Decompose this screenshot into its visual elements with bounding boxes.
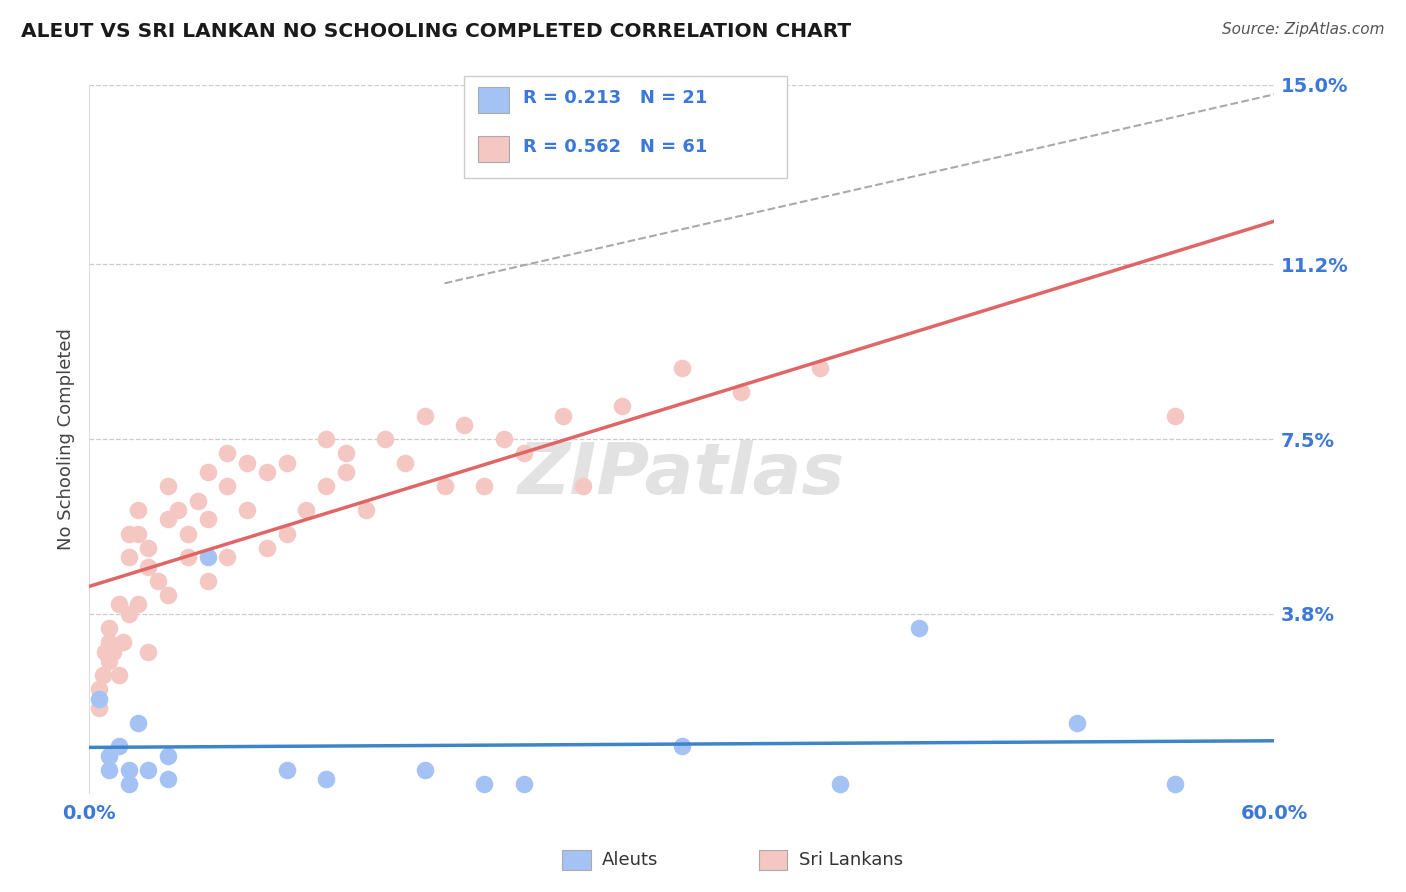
Point (1164, 409, 1187, 423)
Point (117, 607, 139, 621)
Point (87, 692, 110, 706)
Point (87, 682, 110, 697)
Point (167, 503, 190, 517)
Point (433, 479, 456, 493)
Point (256, 541, 278, 555)
Text: Sri Lankans: Sri Lankans (799, 851, 903, 869)
Point (127, 503, 149, 517)
Point (453, 417, 475, 432)
Point (117, 777, 139, 791)
Point (612, 399, 634, 413)
Point (315, 432, 337, 446)
Point (177, 526, 200, 541)
Point (315, 479, 337, 493)
Y-axis label: No Schooling Completed: No Schooling Completed (58, 328, 75, 550)
Point (97, 621, 120, 635)
Point (276, 763, 298, 777)
Text: R = 0.562   N = 61: R = 0.562 N = 61 (523, 138, 707, 156)
Point (157, 772, 180, 787)
Point (808, 361, 831, 376)
Point (97, 654, 120, 668)
Point (315, 772, 337, 787)
Point (157, 588, 180, 602)
Point (97, 635, 120, 649)
Point (217, 550, 239, 565)
Point (492, 432, 515, 446)
Point (1164, 777, 1187, 791)
Point (236, 503, 259, 517)
Point (236, 456, 259, 470)
Point (157, 748, 180, 763)
Point (107, 668, 129, 682)
Point (117, 550, 139, 565)
Point (136, 645, 159, 659)
Point (177, 550, 200, 565)
Point (1066, 715, 1088, 730)
Point (97, 763, 120, 777)
Point (335, 465, 357, 479)
Point (828, 777, 851, 791)
Point (127, 526, 149, 541)
Point (117, 763, 139, 777)
Point (512, 446, 534, 460)
Point (197, 574, 219, 588)
Point (136, 763, 159, 777)
Point (157, 512, 180, 526)
Point (197, 550, 219, 565)
Point (512, 777, 534, 791)
Point (671, 361, 693, 376)
Text: ZIPatlas: ZIPatlas (517, 440, 845, 509)
Point (107, 598, 129, 612)
Point (97, 748, 120, 763)
Point (217, 446, 239, 460)
Point (671, 739, 693, 753)
Point (907, 621, 929, 635)
Point (374, 432, 396, 446)
Point (335, 446, 357, 460)
Point (117, 526, 139, 541)
Point (107, 739, 129, 753)
Point (111, 635, 134, 649)
Point (276, 456, 298, 470)
Point (91, 668, 114, 682)
Point (127, 598, 149, 612)
Point (256, 465, 278, 479)
Point (136, 541, 159, 555)
Point (472, 479, 495, 493)
Point (87, 701, 110, 715)
Point (136, 559, 159, 574)
Point (197, 465, 219, 479)
Point (187, 493, 209, 508)
Point (413, 763, 436, 777)
Point (472, 777, 495, 791)
Point (276, 526, 298, 541)
Point (148, 574, 170, 588)
Point (94, 645, 117, 659)
Point (197, 512, 219, 526)
Text: ALEUT VS SRI LANKAN NO SCHOOLING COMPLETED CORRELATION CHART: ALEUT VS SRI LANKAN NO SCHOOLING COMPLET… (21, 22, 851, 41)
Point (295, 503, 318, 517)
Point (157, 479, 180, 493)
Point (572, 479, 595, 493)
Point (730, 384, 752, 399)
Point (354, 503, 377, 517)
Text: R = 0.213   N = 21: R = 0.213 N = 21 (523, 89, 707, 107)
Point (217, 479, 239, 493)
Point (551, 409, 574, 423)
Point (413, 409, 436, 423)
Point (101, 645, 124, 659)
Text: Aleuts: Aleuts (602, 851, 658, 869)
Text: Source: ZipAtlas.com: Source: ZipAtlas.com (1222, 22, 1385, 37)
Point (394, 456, 416, 470)
Point (127, 715, 149, 730)
